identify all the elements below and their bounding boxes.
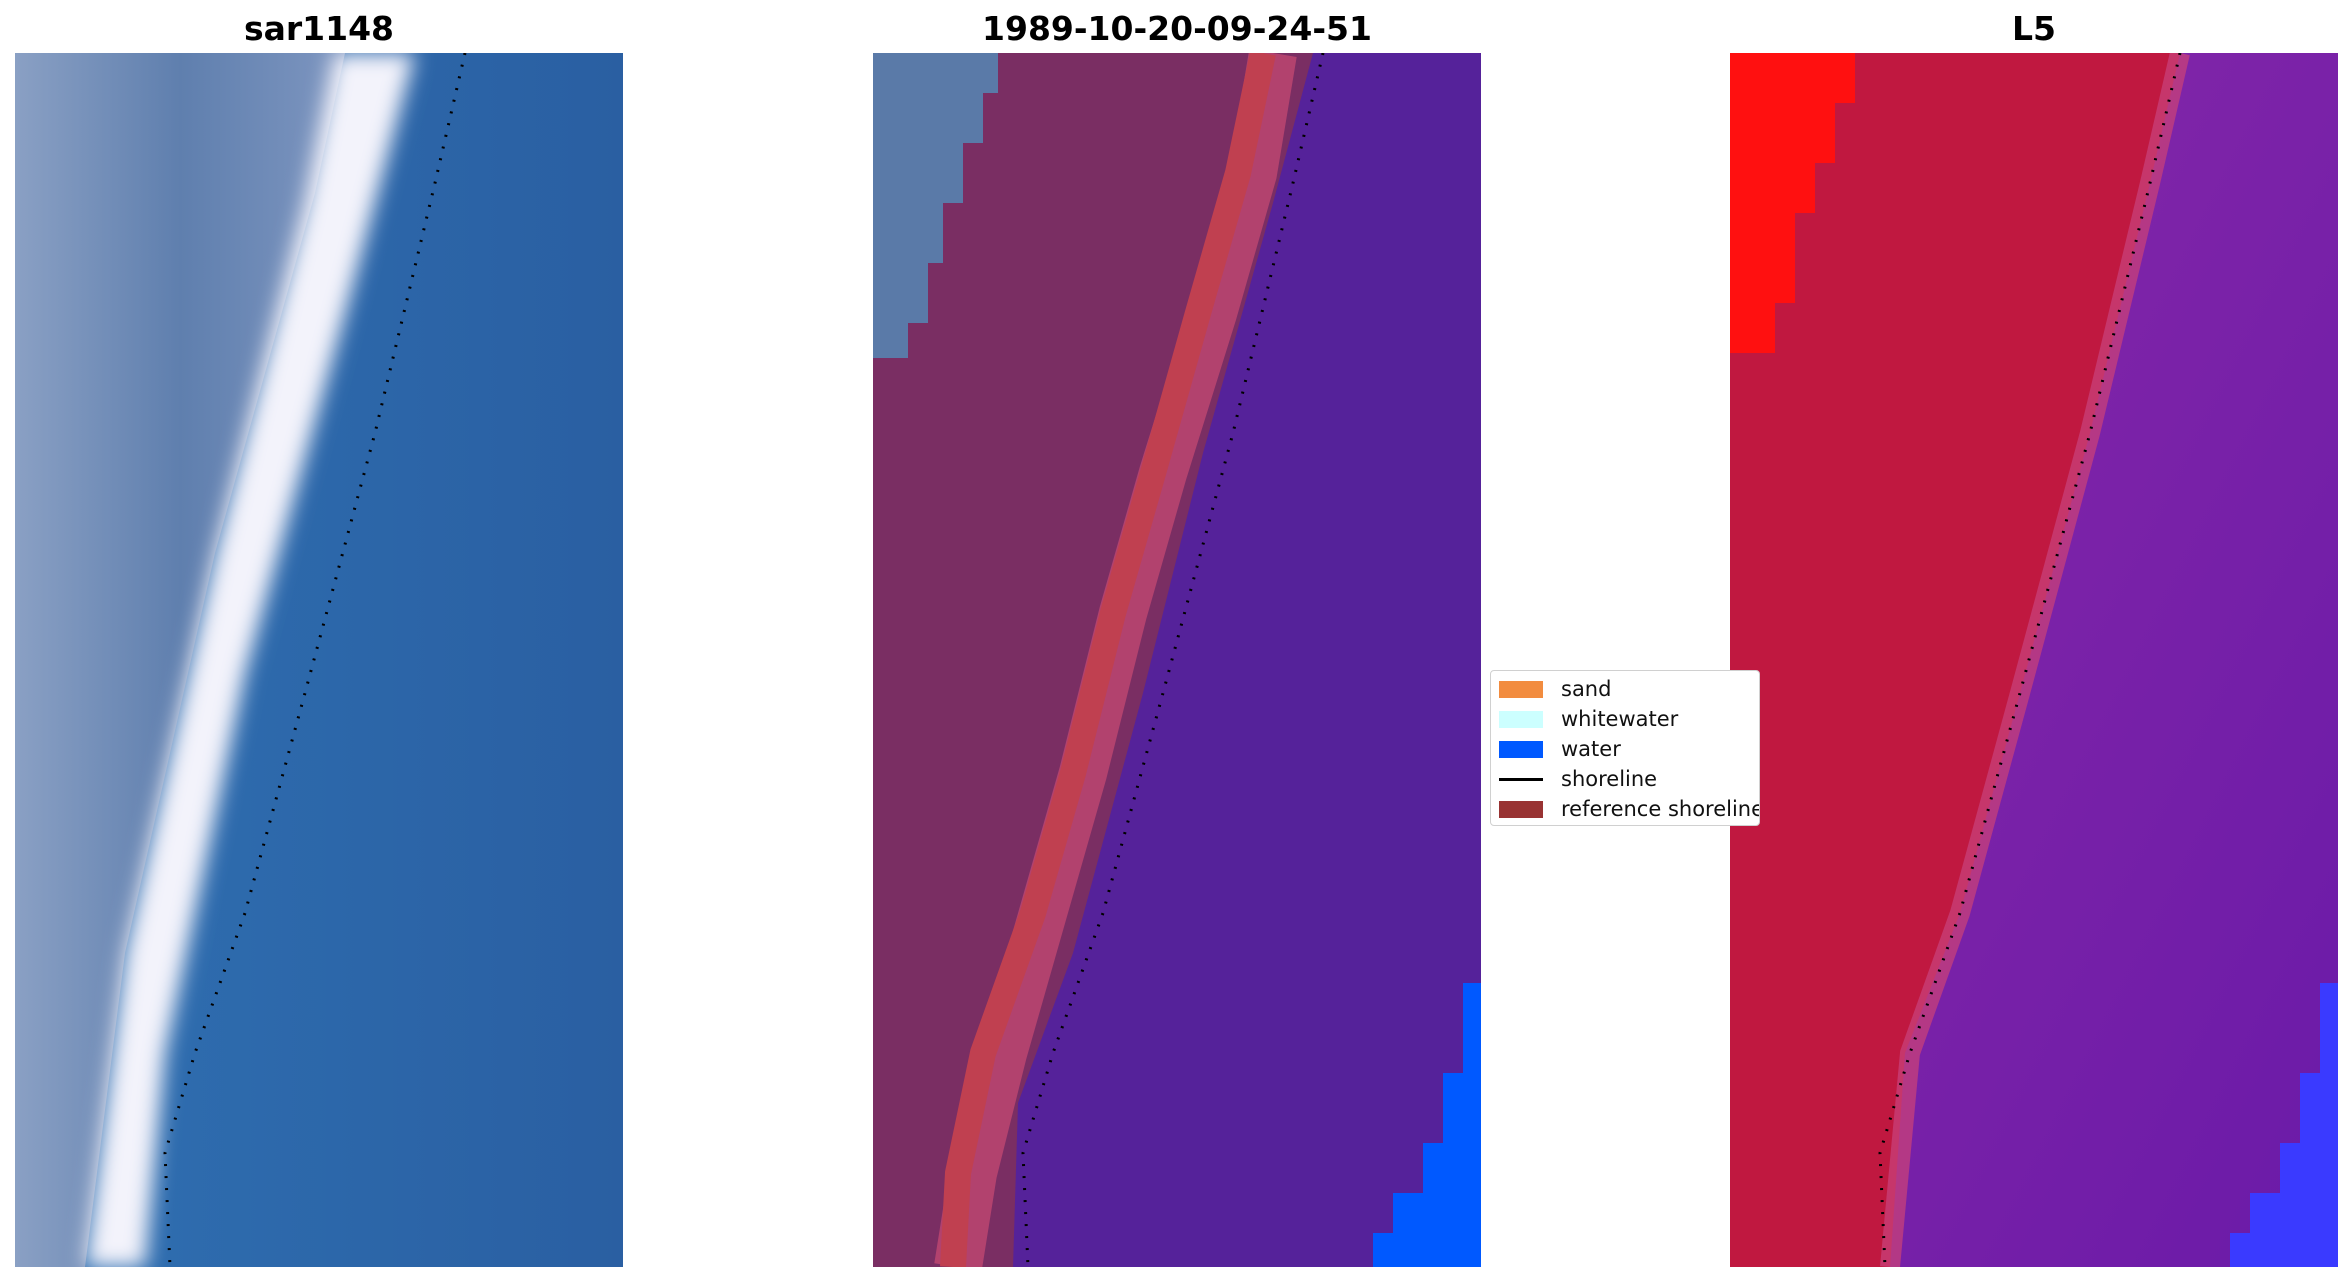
rgb-image-panel xyxy=(15,53,623,1267)
classified-image xyxy=(873,53,1481,1267)
legend-item-shoreline: shoreline xyxy=(1499,765,1657,793)
legend-item-whitewater: whitewater xyxy=(1499,705,1678,733)
land-area xyxy=(15,53,345,1267)
legend-item-sand: sand xyxy=(1499,675,1611,703)
rgb-image xyxy=(15,53,623,1267)
legend-swatch-reference-shoreline xyxy=(1499,800,1543,818)
legend-label: reference shoreline xyxy=(1561,797,1760,821)
probability-blue-corner xyxy=(2230,983,2338,1267)
probability-image-panel xyxy=(1730,53,2338,1267)
legend-line-shoreline xyxy=(1499,777,1543,781)
probability-image xyxy=(1730,53,2338,1267)
legend-label: shoreline xyxy=(1561,767,1658,791)
probability-land xyxy=(1730,53,2180,1267)
probability-red-corner xyxy=(1730,53,1855,353)
classified-image-panel xyxy=(873,53,1481,1267)
legend-label: water xyxy=(1561,737,1621,761)
legend-swatch-whitewater xyxy=(1499,710,1543,728)
classified-sand-band xyxy=(940,53,1276,1267)
legend-label: sand xyxy=(1561,677,1612,701)
panel-title-rgb: sar1148 xyxy=(243,9,395,48)
whitewater-band xyxy=(85,53,415,1267)
panel-title-probability: L5 xyxy=(2012,9,2056,48)
legend: sand whitewater water shoreline referenc… xyxy=(1490,670,1760,826)
classified-water-corner xyxy=(1373,983,1481,1267)
legend-item-reference-shoreline: reference shoreline xyxy=(1499,795,1760,823)
legend-label: whitewater xyxy=(1561,707,1679,731)
panel-title-classified: 1989-10-20-09-24-51 xyxy=(982,9,1372,48)
legend-swatch-sand xyxy=(1499,680,1543,698)
classified-gray-corner xyxy=(873,53,998,358)
legend-swatch-water xyxy=(1499,740,1543,758)
legend-item-water: water xyxy=(1499,735,1621,763)
